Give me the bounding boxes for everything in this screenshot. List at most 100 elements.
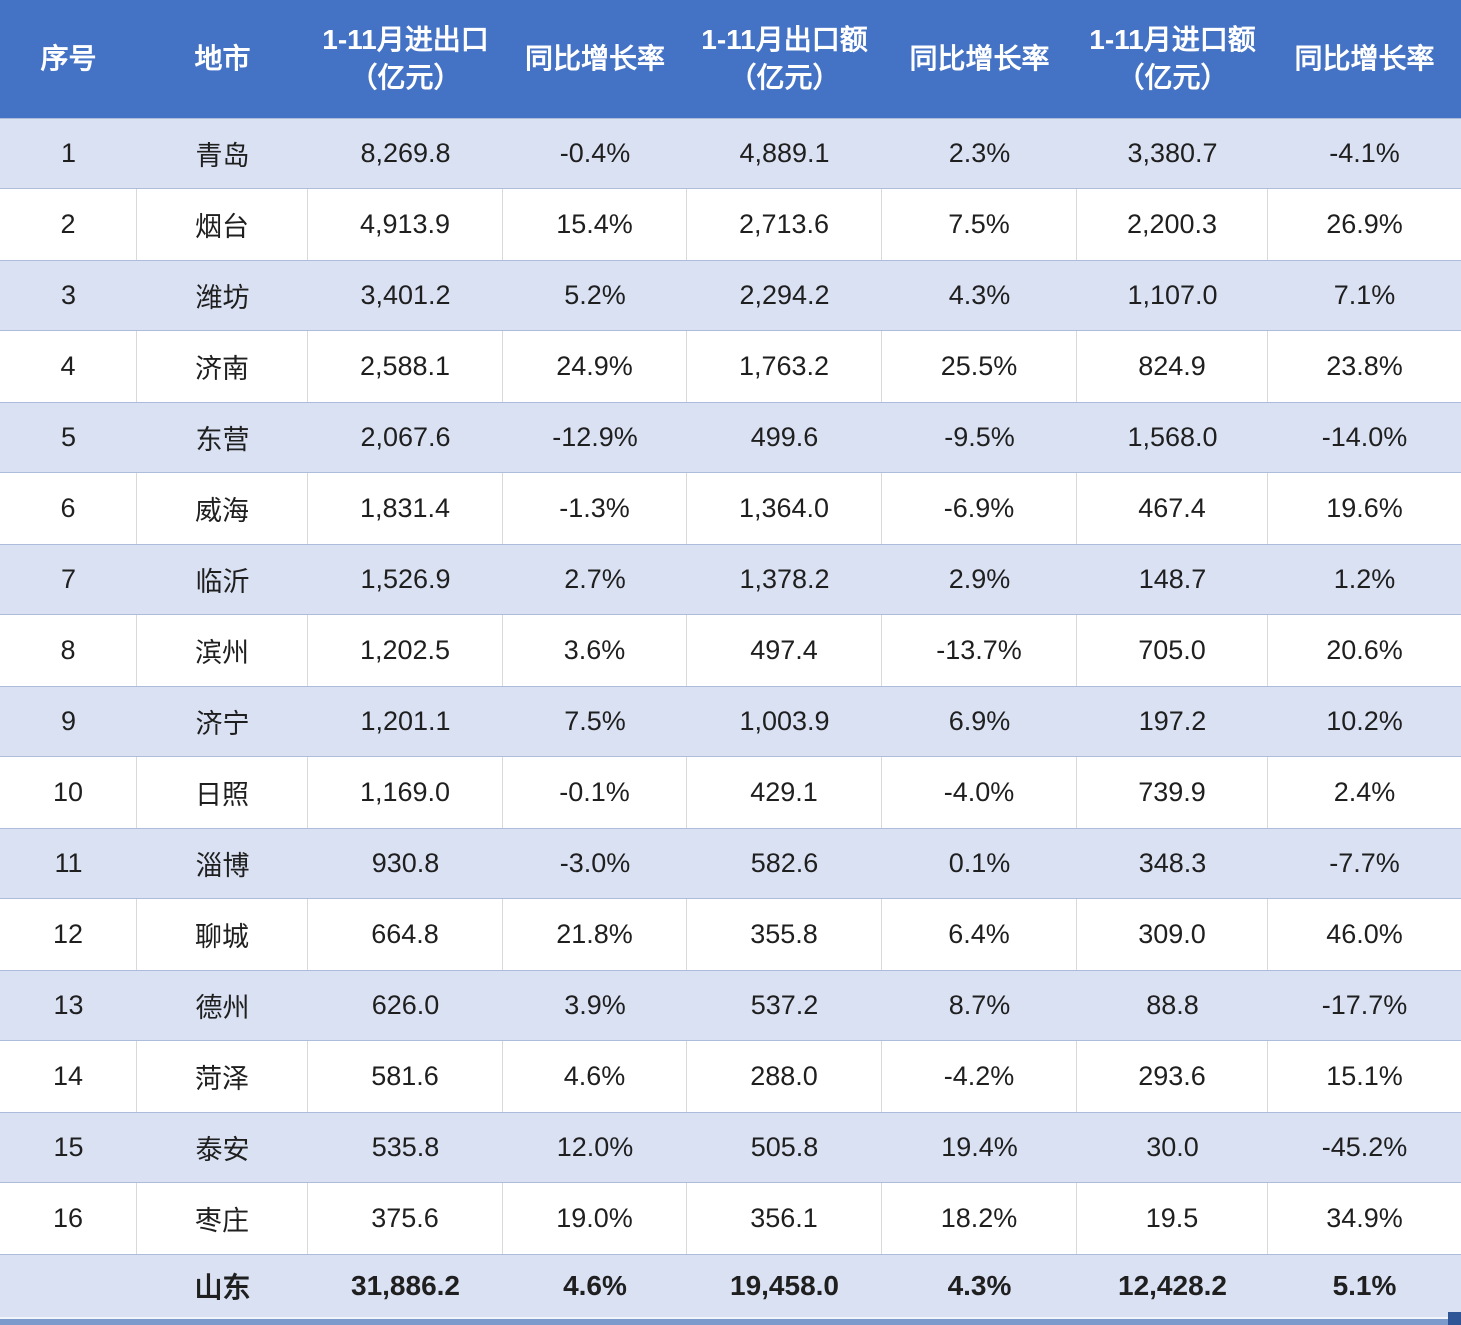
table-cell: 3.9% [503,971,687,1040]
table-cell: -9.5% [882,403,1077,472]
footer-cell-text: 山东 [194,1272,251,1303]
table-cell: 泰安 [137,1113,308,1182]
header-cell-2-text: 1-11月进出口 [322,24,489,55]
table-cell-text: 581.6 [371,1061,439,1091]
table-cell: -4.1% [1268,119,1461,188]
table-cell: 5 [0,403,137,472]
table-cell-text: 日照 [195,780,249,810]
table-cell-text: 济南 [195,354,249,384]
table-cell-text: 青岛 [195,141,250,171]
table-cell: -3.0% [503,829,687,898]
table-cell: 705.0 [1077,615,1268,686]
table-cell-text: 8,269.8 [360,138,451,168]
table-cell-text: 6.9% [948,706,1011,736]
table-cell-text: 23.8% [1326,351,1403,381]
table-cell: 34.9% [1268,1183,1461,1254]
table-cell-text: 148.7 [1138,564,1207,594]
footer-cell-text: 4.6% [563,1270,627,1301]
table-cell-text: 30.0 [1146,1132,1199,1162]
table-cell: 30.0 [1077,1113,1268,1182]
table-cell-text: -9.5% [944,422,1015,452]
footer-cell: 12,428.2 [1077,1255,1268,1317]
table-cell: 5.2% [503,261,687,330]
table-cell-text: 15 [53,1132,84,1162]
table-cell-text: -0.1% [559,777,630,807]
table-cell-text: 8 [60,635,76,665]
table-row-11: 11 淄博 930.8 -3.0% 582.6 0.1% 348.3 -7.7% [0,828,1461,899]
table-cell-text: 1,378.2 [739,564,830,594]
table-cell: 1,003.9 [687,687,882,756]
table-row-12: 12 聊城 664.8 21.8% 355.8 6.4% 309.0 46.0% [0,899,1461,970]
table-cell-text: 34.9% [1326,1203,1403,1233]
table-row-14: 14 菏泽 581.6 4.6% 288.0 -4.2% 293.6 15.1% [0,1041,1461,1112]
table-cell: 15.4% [503,189,687,260]
table-cell: -6.9% [882,473,1077,544]
table-cell-text: 东营 [195,425,250,455]
table-cell: 11 [0,829,137,898]
table-row-10: 10 日照 1,169.0 -0.1% 429.1 -4.0% 739.9 2.4% [0,757,1461,828]
table-cell-text: 7.5% [948,209,1010,239]
footer-cell-text: 19,458.0 [730,1270,839,1301]
table-cell-text: 19.5 [1145,1203,1199,1233]
header-cell-4-text: 1-11月出口额 [701,24,868,55]
header-cell-1: 地市 [137,0,308,118]
header-cell-5: 同比增长率 [882,0,1077,118]
table-cell: 4,913.9 [308,189,503,260]
table-cell: 1,568.0 [1077,403,1268,472]
table-cell: 8 [0,615,137,686]
table-cell: 3 [0,261,137,330]
table-cell-text: 3,401.2 [360,280,451,310]
table-cell: 4 [0,331,137,402]
table-cell-text: 5.2% [564,280,626,310]
table-cell-text: 2,200.3 [1126,209,1218,239]
table-cell: 581.6 [308,1041,503,1112]
table-cell: 日照 [137,757,308,828]
table-cell-text: 菏泽 [195,1064,249,1094]
table-cell-text: -13.7% [936,635,1022,665]
table-cell: 19.5 [1077,1183,1268,1254]
table-cell: 309.0 [1077,899,1268,970]
table-cell: 聊城 [137,899,308,970]
table-cell: 20.6% [1268,615,1461,686]
footer-cell [0,1255,137,1317]
table-cell: 7.5% [882,189,1077,260]
table-cell-text: 潍坊 [195,283,250,313]
table-cell: 14 [0,1041,137,1112]
table-cell-text: 15.1% [1326,1061,1403,1091]
table-cell-text: 26.9% [1326,209,1403,239]
table-cell: 1,202.5 [308,615,503,686]
table-cell: -45.2% [1268,1113,1461,1182]
table-cell: 枣庄 [137,1183,308,1254]
table-cell: -17.7% [1268,971,1461,1040]
table-cell: 429.1 [687,757,882,828]
table-cell: 356.1 [687,1183,882,1254]
table-cell: 3,401.2 [308,261,503,330]
table-cell: 19.6% [1268,473,1461,544]
footer-cell: 山东 [137,1255,308,1317]
table-row-8: 8 滨州 1,202.5 3.6% 497.4 -13.7% 705.0 20.6% [0,615,1461,686]
table-cell-text: 20.6% [1326,635,1403,665]
table-cell: 东营 [137,403,308,472]
table-cell-text: 46.0% [1326,919,1403,949]
table-cell: 375.6 [308,1183,503,1254]
table-cell-text: -3.0% [559,848,631,878]
table-cell-text: 355.8 [750,919,818,949]
table-cell: 济宁 [137,687,308,756]
header-cell-3-text: 同比增长率 [524,43,665,74]
footer-cell: 4.3% [882,1255,1077,1317]
table-cell: 7 [0,545,137,614]
table-cell-text: 7.1% [1333,280,1396,310]
table-cell: 8.7% [882,971,1077,1040]
table-cell: -13.7% [882,615,1077,686]
table-cell-text: 10 [52,777,84,807]
table-cell: 10.2% [1268,687,1461,756]
table-cell: 4,889.1 [687,119,882,188]
table-cell-text: 19.4% [941,1132,1018,1162]
table-cell-text: 19.0% [556,1203,633,1233]
table-row-4: 4 济南 2,588.1 24.9% 1,763.2 25.5% 824.9 23.8% [0,331,1461,402]
table-cell-text: 499.6 [750,422,819,452]
footer-cell-text: 12,428.2 [1118,1270,1227,1301]
table-cell: 1,107.0 [1077,261,1268,330]
table-cell: 19.0% [503,1183,687,1254]
table-row-6: 6 威海 1,831.4 -1.3% 1,364.0 -6.9% 467.4 19.6% [0,473,1461,544]
